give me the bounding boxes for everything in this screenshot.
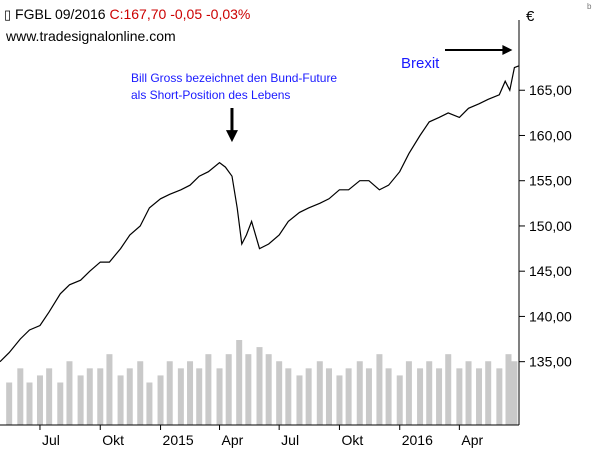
volume-bar-29 bbox=[296, 375, 303, 425]
x-tick-label: 2015 bbox=[163, 432, 194, 448]
volume-bar-4 bbox=[46, 368, 53, 425]
volume-bar-15 bbox=[157, 375, 164, 425]
chart-header: ▯ FGBL 09/2016 C:167,70 -0,05 -0,03% bbox=[4, 6, 250, 23]
volume-bar-10 bbox=[106, 354, 113, 425]
volume-bar-35 bbox=[356, 361, 363, 425]
volume-bar-43 bbox=[436, 368, 443, 425]
volume-bar-31 bbox=[316, 361, 323, 425]
y-tick-label: 140,00 bbox=[529, 308, 572, 324]
volume-bar-41 bbox=[417, 368, 424, 425]
volume-bar-0 bbox=[6, 382, 13, 425]
arrow-down-head bbox=[225, 130, 238, 143]
x-tick-label: Okt bbox=[102, 432, 124, 448]
volume-bar-27 bbox=[276, 361, 283, 425]
y-tick-label: 160,00 bbox=[529, 127, 572, 143]
volume-bar-6 bbox=[66, 361, 73, 425]
volume-bar-28 bbox=[285, 368, 292, 425]
volume-bar-51 bbox=[511, 361, 518, 425]
annotation-text: als Short-Position des Lebens bbox=[131, 88, 290, 102]
volume-bar-18 bbox=[187, 361, 194, 425]
currency-label: € bbox=[526, 8, 535, 25]
volume-bar-49 bbox=[496, 368, 503, 425]
volume-bar-24 bbox=[245, 354, 252, 425]
volume-bar-9 bbox=[97, 368, 104, 425]
volume-bar-19 bbox=[196, 368, 203, 425]
y-tick-label: 150,00 bbox=[529, 218, 572, 234]
volume-bar-48 bbox=[485, 361, 492, 425]
arrow-right-head bbox=[502, 45, 513, 55]
volume-bar-30 bbox=[305, 368, 312, 425]
x-tick-label: Jul bbox=[42, 432, 60, 448]
volume-bar-22 bbox=[225, 354, 232, 425]
volume-bar-14 bbox=[146, 382, 153, 425]
chart-source: www.tradesignalonline.com bbox=[6, 28, 176, 44]
volume-bar-3 bbox=[36, 375, 43, 425]
volume-bar-38 bbox=[385, 368, 392, 425]
volume-bar-23 bbox=[236, 340, 243, 425]
volume-bar-46 bbox=[465, 361, 472, 425]
volume-bar-45 bbox=[456, 368, 463, 425]
y-tick-label: 165,00 bbox=[529, 82, 572, 98]
volume-bar-1 bbox=[17, 368, 24, 425]
volume-bar-37 bbox=[376, 354, 383, 425]
chart-quote: C:167,70 -0,05 -0,03% bbox=[109, 6, 251, 22]
brexit-label: Brexit bbox=[401, 55, 440, 72]
x-tick-label: Okt bbox=[341, 432, 363, 448]
volume-bar-40 bbox=[405, 361, 412, 425]
y-tick-label: 155,00 bbox=[529, 173, 572, 189]
x-tick-label: 2016 bbox=[402, 432, 433, 448]
volume-bar-36 bbox=[365, 368, 372, 425]
volume-bar-21 bbox=[216, 368, 223, 425]
volume-bar-44 bbox=[445, 354, 452, 425]
axes: 165,00 160,00 155,00 150,00 145,00 140,00 135,… bbox=[0, 20, 572, 448]
chart-symbol: FGBL 09/2016 bbox=[15, 6, 106, 22]
volume-bar-33 bbox=[336, 375, 343, 425]
volume-bar-39 bbox=[396, 375, 403, 425]
y-tick-label: 135,00 bbox=[529, 354, 572, 370]
volume-bar-16 bbox=[166, 361, 173, 425]
volume-bar-50 bbox=[505, 354, 512, 425]
chart-marker-icon: ▯ bbox=[4, 7, 12, 22]
volume-bars bbox=[6, 340, 518, 425]
x-tick-label: Apr bbox=[461, 432, 483, 448]
annotations: Bill Gross bezeichnet den Bund-Future als… bbox=[131, 45, 513, 143]
price-line bbox=[0, 65, 520, 363]
corner-mark: b bbox=[587, 2, 592, 11]
price-series bbox=[0, 65, 520, 363]
volume-bar-32 bbox=[325, 368, 332, 425]
volume-bar-8 bbox=[86, 368, 93, 425]
volume-bar-17 bbox=[177, 368, 184, 425]
y-tick-label: 145,00 bbox=[529, 263, 572, 279]
x-tick-label: Apr bbox=[222, 432, 244, 448]
x-tick-label: Jul bbox=[281, 432, 299, 448]
volume-bar-26 bbox=[265, 354, 272, 425]
volume-bar-34 bbox=[345, 368, 352, 425]
volume-bar-42 bbox=[426, 361, 433, 425]
volume-bar-20 bbox=[205, 354, 212, 425]
volume-bar-5 bbox=[57, 382, 64, 425]
volume-bar-11 bbox=[117, 375, 124, 425]
volume-bar-13 bbox=[137, 361, 144, 425]
volume-bar-2 bbox=[26, 382, 33, 425]
volume-bar-25 bbox=[256, 347, 263, 425]
volume-bar-12 bbox=[126, 368, 133, 425]
volume-bar-7 bbox=[77, 375, 84, 425]
annotation-text: Bill Gross bezeichnet den Bund-Future bbox=[131, 71, 337, 85]
volume-bar-47 bbox=[476, 368, 483, 425]
